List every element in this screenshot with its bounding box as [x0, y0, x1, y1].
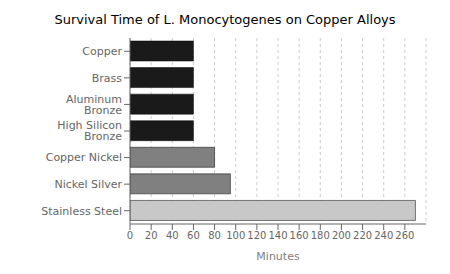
svg-text:20: 20 — [145, 230, 158, 241]
svg-text:Brass: Brass — [92, 72, 123, 85]
svg-text:Copper: Copper — [82, 45, 122, 58]
svg-text:240: 240 — [374, 230, 393, 241]
svg-text:40: 40 — [166, 230, 179, 241]
svg-text:High SiliconBronze: High SiliconBronze — [57, 119, 122, 143]
svg-text:0: 0 — [127, 230, 133, 241]
svg-text:200: 200 — [332, 230, 351, 241]
svg-text:120: 120 — [247, 230, 266, 241]
svg-text:AluminumBronze: AluminumBronze — [66, 93, 122, 117]
svg-text:Nickel Silver: Nickel Silver — [54, 178, 122, 191]
svg-text:80: 80 — [208, 230, 221, 241]
svg-text:180: 180 — [311, 230, 330, 241]
svg-text:100: 100 — [226, 230, 245, 241]
svg-text:220: 220 — [353, 230, 372, 241]
svg-text:60: 60 — [187, 230, 200, 241]
svg-text:160: 160 — [290, 230, 309, 241]
svg-text:140: 140 — [268, 230, 287, 241]
svg-text:Copper Nickel: Copper Nickel — [46, 151, 122, 164]
svg-text:260: 260 — [395, 230, 414, 241]
html-text:Survival Time of L. Monocytoge: Survival Time of L. Monocytogenes on Cop… — [54, 12, 396, 27]
svg-text:Stainless Steel: Stainless Steel — [41, 205, 122, 218]
svg-text:Minutes: Minutes — [256, 250, 300, 263]
